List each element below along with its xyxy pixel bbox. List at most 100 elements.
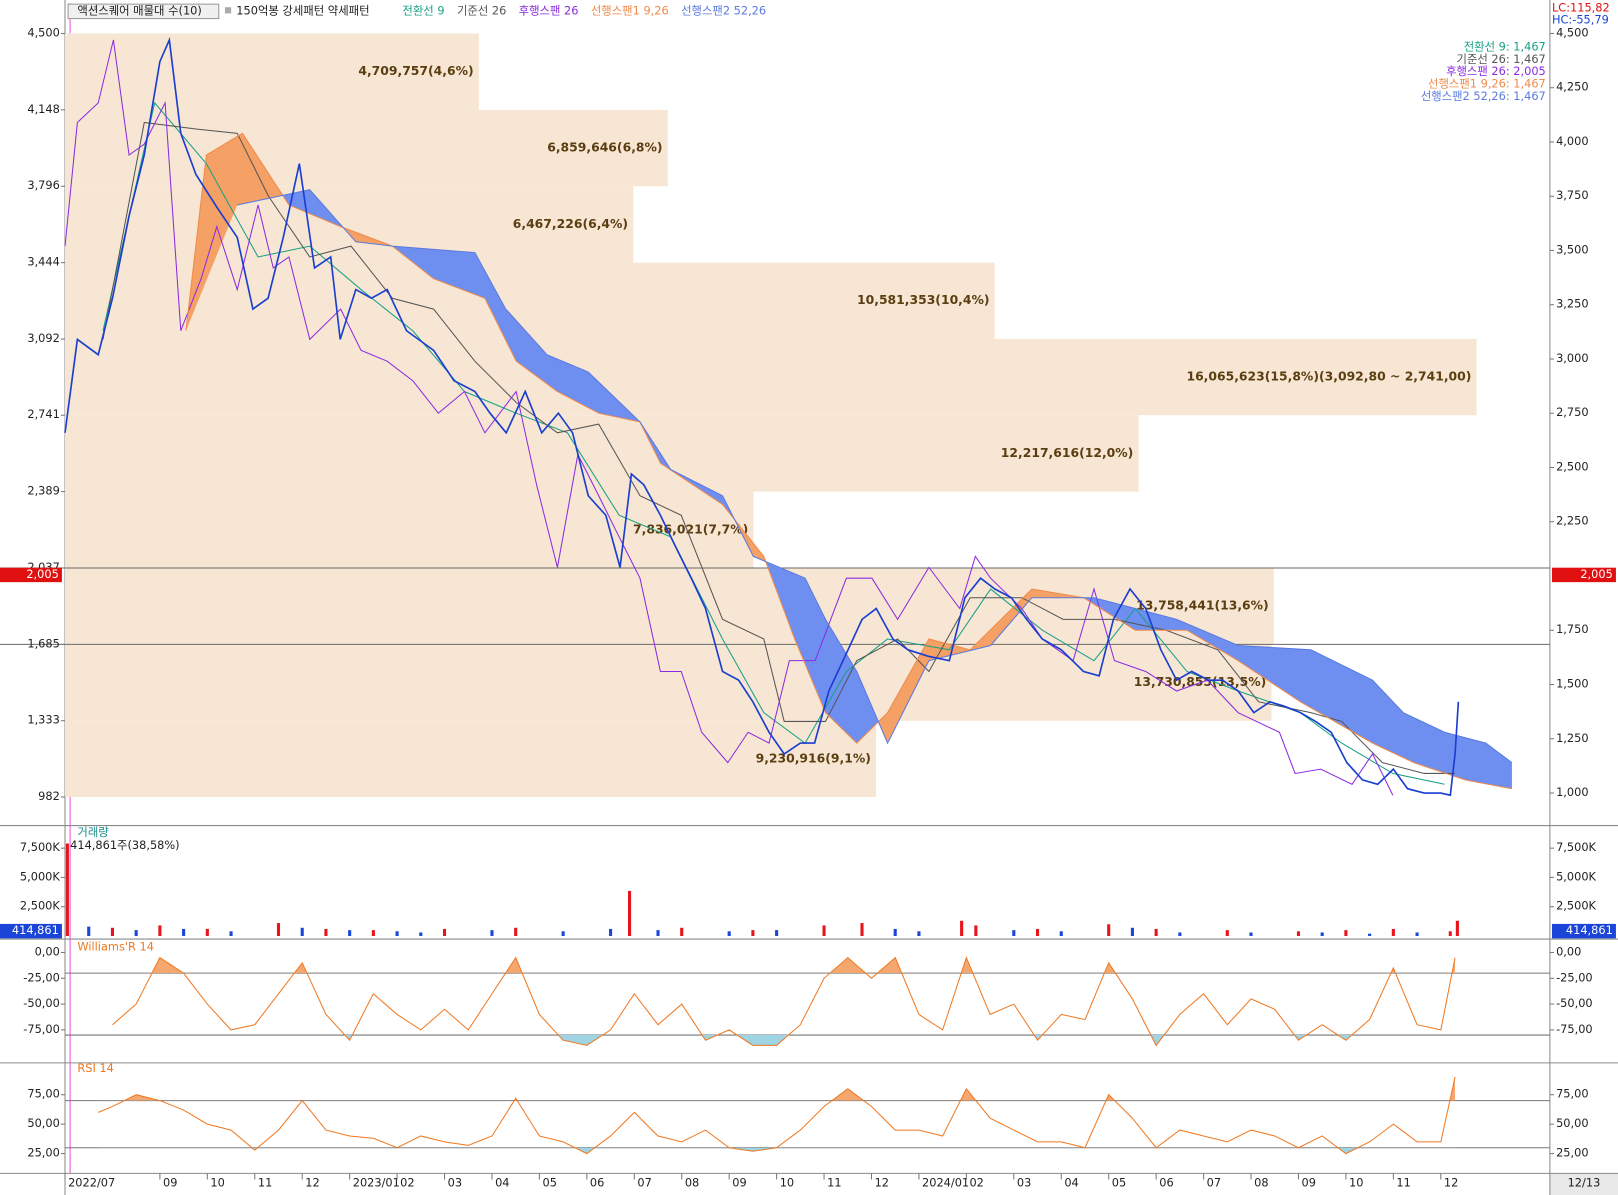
- volume-bar: [680, 927, 684, 936]
- x-tick-label: 10: [780, 1176, 794, 1190]
- x-tick-label: 2023/01: [353, 1176, 400, 1190]
- hc-label: HC:-55,79: [1552, 13, 1609, 27]
- volume-profile-bar: [65, 415, 1139, 492]
- volume-profile-label: 10,581,353(10,4%): [857, 293, 990, 307]
- volume-bar: [1178, 932, 1182, 936]
- y-tick-label: 75,00: [27, 1087, 59, 1101]
- y-tick-label: 4,250: [1556, 80, 1588, 94]
- current-label: 2,005: [1580, 567, 1612, 581]
- y-tick-label: 4,000: [1556, 134, 1588, 148]
- oscillator-line: [98, 1076, 1456, 1155]
- volume-bar: [656, 930, 660, 936]
- legend-entry: 기준선 26: [457, 3, 506, 17]
- y-tick-label: 50,00: [27, 1116, 59, 1130]
- lc-label: LC:115,82: [1552, 0, 1610, 14]
- y-tick-label: 25,00: [1556, 1146, 1588, 1160]
- y-tick-label: 2,500: [1556, 459, 1588, 473]
- y-tick-label: 4,500: [27, 25, 59, 39]
- pattern-name: 150억봉 강세패턴 약세패턴: [236, 3, 369, 17]
- x-tick-label: 12: [1444, 1176, 1458, 1190]
- y-tick-label: 1,685: [27, 636, 59, 650]
- current-label: 414,861: [12, 923, 59, 937]
- volume-bar: [751, 930, 755, 936]
- volume-bar: [276, 923, 281, 936]
- x-tick-label: 08: [685, 1176, 699, 1190]
- current-label: 414,861: [1566, 923, 1613, 937]
- volume-profile-label: 12,217,616(12,0%): [1001, 446, 1134, 460]
- y-tick-label: 2,250: [1556, 514, 1588, 528]
- volume-bar: [324, 928, 328, 936]
- indicator-line: [64, 39, 1394, 796]
- volume-bar: [442, 928, 447, 936]
- volume-bar: [628, 890, 632, 936]
- volume-bar: [1415, 932, 1419, 936]
- x-tick-label: 03: [1017, 1176, 1031, 1190]
- volume-bar: [419, 932, 423, 936]
- volume-bar: [1130, 927, 1134, 936]
- y-tick-label: -50,00: [23, 996, 60, 1010]
- volume-bar: [1448, 931, 1452, 936]
- volume-profile-bar: [65, 33, 479, 110]
- volume-bar: [65, 843, 69, 936]
- y-tick-label: 1,250: [1556, 731, 1588, 745]
- y-tick-label: 2,389: [27, 484, 59, 498]
- volume-info: 414,861주(38,58%): [70, 838, 179, 852]
- x-tick-label: 11: [1396, 1176, 1410, 1190]
- y-tick-label: 3,796: [27, 178, 59, 192]
- volume-bar: [229, 931, 233, 936]
- x-tick-label: 2022/07: [68, 1176, 115, 1190]
- volume-bar: [1344, 930, 1348, 936]
- current-marker: [0, 567, 62, 583]
- volume-bar: [775, 930, 779, 936]
- volume-bar: [205, 928, 209, 936]
- volume-bar: [1107, 924, 1111, 936]
- x-tick-label: 05: [1112, 1176, 1126, 1190]
- y-tick-label: 3,444: [27, 255, 59, 269]
- y-tick-label: 25,00: [27, 1146, 59, 1160]
- volume-bar: [1012, 930, 1016, 936]
- indicator-value: 전환선 9: 1,467: [1464, 39, 1546, 53]
- y-tick-label: -25,00: [1556, 970, 1593, 984]
- y-tick-label: 7,500K: [20, 840, 60, 854]
- volume-bar: [158, 925, 162, 936]
- volume-profile-bar: [65, 109, 668, 187]
- x-tick-label: 11: [827, 1176, 841, 1190]
- date-box: [1549, 1173, 1618, 1195]
- y-tick-label: 2,741: [27, 407, 59, 421]
- volume-bar: [134, 930, 138, 936]
- volume-profile-label: 13,730,855(13,5%): [1134, 675, 1267, 689]
- x-tick-label: 12: [875, 1176, 889, 1190]
- volume-bar: [1225, 930, 1229, 936]
- x-tick-label: 06: [590, 1176, 604, 1190]
- volume-profile-bar: [65, 186, 634, 263]
- y-tick-label: -50,00: [1556, 996, 1593, 1010]
- current-marker: [0, 923, 62, 939]
- volume-bar: [822, 925, 826, 936]
- x-tick-label: 11: [258, 1176, 272, 1190]
- volume-profile-bar: [65, 262, 995, 339]
- panel-title: 거래량: [77, 825, 109, 839]
- volume-bar: [1455, 920, 1459, 936]
- volume-bar: [727, 931, 731, 936]
- volume-bar: [860, 923, 864, 936]
- current-marker: [1551, 923, 1616, 939]
- x-tick-label: 09: [732, 1176, 746, 1190]
- y-tick-label: 2,500K: [1556, 899, 1596, 913]
- x-tick-label: 05: [543, 1176, 557, 1190]
- panel-title: Williams'R 14: [77, 939, 154, 953]
- volume-profile-label: 4,709,757(4,6%): [358, 64, 473, 78]
- x-tick-label: 10: [210, 1176, 224, 1190]
- volume-bar: [917, 931, 921, 936]
- y-tick-label: 5,000K: [20, 869, 60, 883]
- volume-bar: [110, 927, 114, 936]
- volume-bar: [1035, 928, 1040, 936]
- y-tick-label: 50,00: [1556, 1116, 1588, 1130]
- y-tick-label: 1,750: [1556, 622, 1588, 636]
- volume-profile-label: 13,758,441(13,6%): [1136, 599, 1269, 613]
- indicator-box[interactable]: [67, 3, 220, 20]
- x-tick-label: 12: [305, 1176, 319, 1190]
- indicator-name: 액션스퀘어 매물대 수(10): [77, 3, 201, 17]
- volume-profile-bar: [65, 491, 754, 568]
- volume-profile-label: 9,230,916(9,1%): [756, 751, 871, 765]
- volume-bar: [1154, 928, 1158, 936]
